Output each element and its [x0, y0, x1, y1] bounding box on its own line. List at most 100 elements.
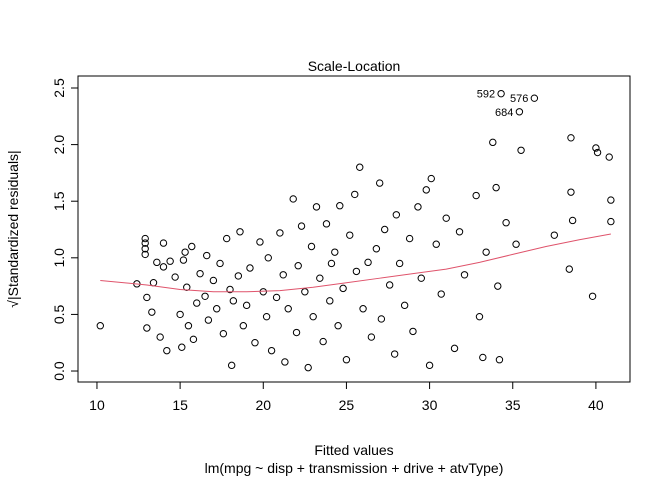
point [455, 228, 464, 236]
point [390, 350, 399, 358]
point [307, 242, 316, 251]
plot-frame [77, 75, 631, 383]
chart-title: Scale-Location [308, 58, 401, 74]
point [251, 339, 259, 347]
point [607, 196, 615, 204]
point [336, 202, 344, 210]
point [226, 285, 234, 294]
point [482, 248, 490, 256]
point [400, 301, 409, 310]
point [359, 305, 367, 313]
point [550, 231, 559, 239]
point [289, 195, 297, 203]
y-axis-label: √|Standardized residuals| [5, 150, 21, 307]
x-tick-label: 25 [339, 397, 355, 413]
point [588, 292, 597, 301]
point [331, 248, 339, 256]
point [346, 231, 354, 239]
point [149, 279, 158, 287]
point [203, 251, 211, 260]
point [229, 297, 238, 305]
point [568, 216, 577, 225]
point [141, 239, 149, 247]
point [479, 353, 487, 362]
point [184, 322, 193, 330]
point [178, 343, 186, 351]
point-label: 592 [477, 89, 495, 101]
x-tick-label: 15 [172, 397, 188, 413]
point [294, 262, 302, 270]
point [143, 324, 151, 332]
point [375, 179, 384, 187]
point [141, 234, 149, 243]
point [234, 272, 243, 280]
point [297, 222, 306, 230]
point [222, 234, 231, 243]
point [246, 264, 254, 272]
point [351, 190, 359, 199]
point [216, 259, 224, 268]
point [334, 322, 342, 330]
x-tick-label: 35 [505, 397, 521, 413]
point [395, 259, 404, 268]
point [494, 282, 502, 290]
point [475, 312, 484, 321]
point [497, 89, 505, 98]
point [327, 259, 336, 268]
point [204, 316, 213, 324]
y-tick-label: 2.0 [51, 135, 67, 155]
point [339, 284, 347, 293]
point-label: 684 [495, 107, 513, 119]
point [301, 288, 309, 296]
point [530, 94, 539, 102]
point [422, 186, 430, 194]
point [176, 310, 184, 319]
point [592, 144, 600, 152]
point [163, 346, 171, 355]
point [181, 248, 189, 256]
y-tick-label: 0.5 [51, 304, 67, 324]
point [367, 333, 376, 341]
point [262, 312, 271, 321]
point [392, 211, 401, 219]
x-tick-label: 40 [588, 397, 604, 413]
point [292, 328, 301, 337]
point [304, 363, 312, 372]
point [236, 228, 244, 236]
point [267, 346, 276, 355]
point [356, 163, 364, 171]
point [141, 245, 149, 253]
x-tick-label: 20 [255, 397, 271, 413]
point [417, 274, 425, 282]
point [227, 361, 236, 370]
point [567, 188, 575, 196]
point [372, 245, 381, 253]
point-label: 576 [510, 93, 528, 105]
point [593, 148, 602, 157]
point [242, 301, 251, 310]
point [460, 271, 469, 279]
y-tick-label: 0.0 [51, 361, 67, 381]
y-tick-label: 1.0 [51, 248, 67, 268]
point [495, 355, 504, 364]
point [239, 322, 248, 330]
point [209, 276, 218, 285]
point [432, 240, 440, 248]
subtitle: lm(mpg ~ disp + transmission + drive + a… [205, 460, 504, 476]
point [179, 256, 188, 264]
point [377, 315, 386, 323]
point [264, 254, 272, 262]
point [502, 219, 510, 227]
x-tick-label: 30 [422, 397, 438, 413]
point [427, 174, 435, 183]
point [515, 108, 524, 116]
point [156, 333, 164, 341]
point [605, 153, 613, 161]
point [219, 329, 228, 338]
point [607, 217, 615, 226]
point [96, 322, 104, 330]
point [256, 238, 264, 246]
point [281, 358, 289, 366]
point [517, 146, 525, 154]
point [450, 344, 459, 353]
